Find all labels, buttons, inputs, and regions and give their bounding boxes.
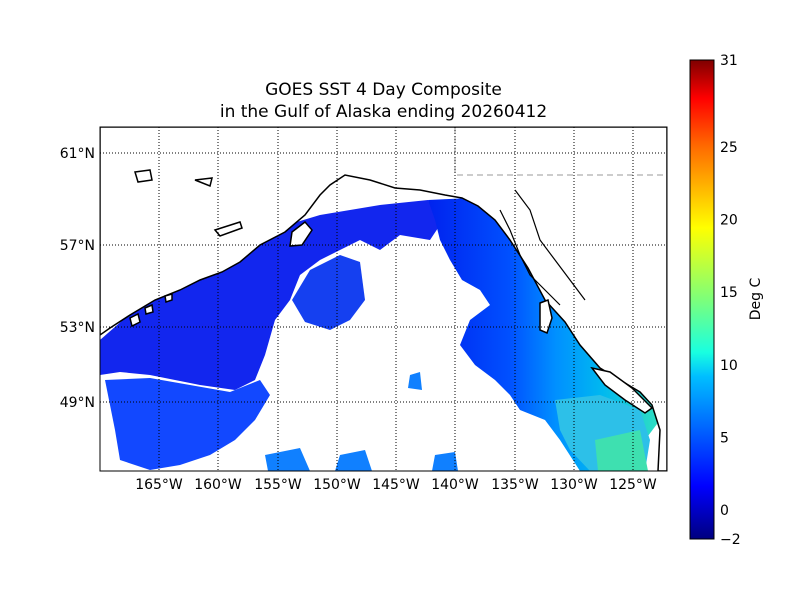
latitude-tick-label: 61°N <box>60 146 95 162</box>
alaska-mainland <box>100 127 667 471</box>
longitude-tick-label: 140°W <box>431 477 479 493</box>
colorbar-tick-label: −2 <box>720 532 741 548</box>
sst-region-coastal-warm <box>595 430 648 471</box>
sst-field <box>100 198 660 471</box>
latitude-tick-label: 53°N <box>60 320 95 336</box>
longitude-tick-label: 145°W <box>372 477 420 493</box>
coastline <box>100 127 667 471</box>
longitude-tick-label: 130°W <box>550 477 598 493</box>
sst-region-mid <box>292 255 365 330</box>
colorbar-tick-label: 0 <box>720 503 729 519</box>
longitude-tick-label: 125°W <box>609 477 657 493</box>
longitude-tick-label: 135°W <box>491 477 539 493</box>
sst-scatter-south <box>265 372 458 471</box>
colorbar <box>689 59 715 540</box>
colorbar-label: Deg C <box>748 278 764 321</box>
latitude-tick-labels: 61°N 57°N 53°N 49°N <box>60 146 95 411</box>
chart-title-line-1: GOES SST 4 Day Composite <box>265 80 502 100</box>
longitude-tick-label: 150°W <box>313 477 361 493</box>
haida-gwaii <box>539 298 553 335</box>
colorbar-tick-label: 5 <box>720 430 729 446</box>
colorbar-tick-label: 10 <box>720 358 738 374</box>
sst-region-west-patches <box>105 378 270 470</box>
colorbar-tick-labels: −2 0 5 10 15 20 25 31 <box>720 53 741 548</box>
chart-title-line-2: in the Gulf of Alaska ending 20260412 <box>219 102 548 122</box>
graticule <box>100 127 667 471</box>
latitude-tick-label: 49°N <box>60 395 95 411</box>
longitude-tick-label: 155°W <box>254 477 302 493</box>
kodiak-island <box>289 220 313 247</box>
colorbar-tick-label: 15 <box>720 285 738 301</box>
longitude-tick-label: 160°W <box>194 477 242 493</box>
map-frame <box>99 126 668 472</box>
longitude-tick-labels: 165°W 160°W 155°W 150°W 145°W 140°W 135°W 130°W… <box>135 477 657 493</box>
colorbar-tick-label: 20 <box>720 213 738 229</box>
colorbar-tick-label: 31 <box>720 53 738 69</box>
sst-region-north <box>100 200 440 390</box>
inside-passage <box>499 189 586 306</box>
longitude-tick-label: 165°W <box>135 477 183 493</box>
inland-lakes <box>134 169 243 237</box>
latitude-tick-label: 57°N <box>60 238 95 254</box>
shumagin-islands <box>129 293 173 328</box>
colorbar-tick-label: 25 <box>720 140 738 156</box>
